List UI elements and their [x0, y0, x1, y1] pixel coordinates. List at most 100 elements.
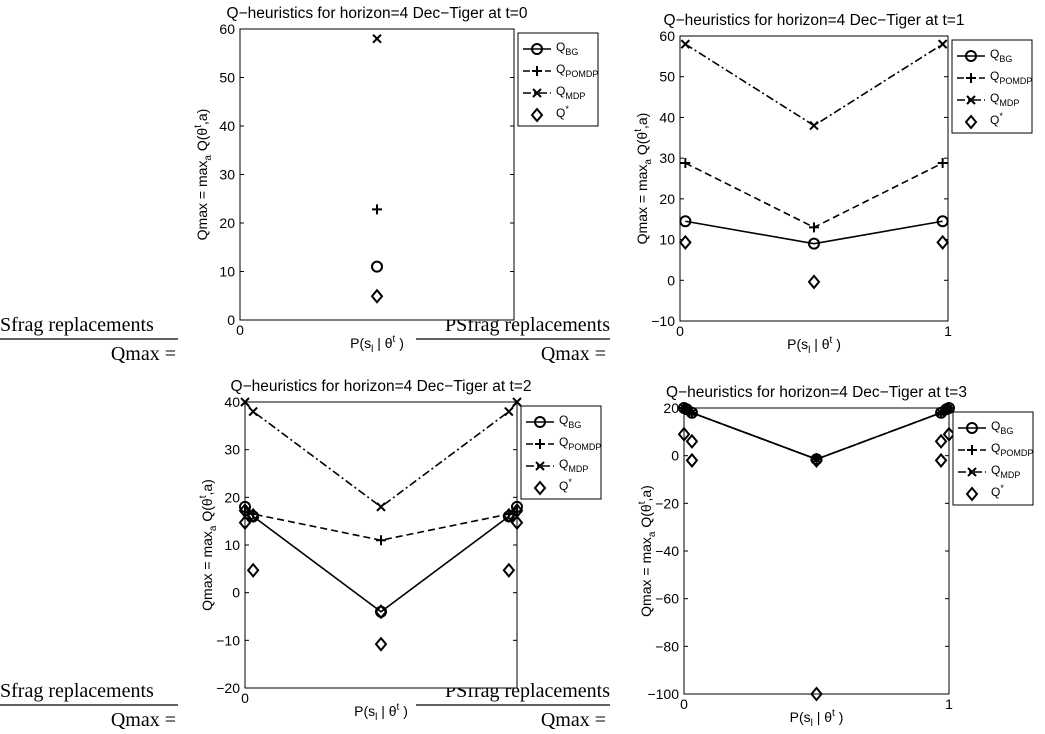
- diamond-marker: [374, 636, 388, 652]
- diamond-marker: [510, 515, 524, 531]
- x-tick-label: 0: [236, 322, 244, 338]
- series-mdp: [240, 397, 522, 512]
- series-mdp: [680, 39, 948, 131]
- x-marker: [941, 404, 952, 414]
- x-marker: [376, 502, 386, 512]
- y-tick-label: 10: [659, 232, 675, 248]
- chart-title: Q−heuristics for horizon=4 Dec−Tiger at …: [666, 384, 967, 401]
- y-tick-label: 40: [224, 394, 240, 410]
- chart-panel-2: Q−heuristics for horizon=4 Dec−Tiger at …: [198, 378, 602, 723]
- x-marker: [535, 461, 545, 471]
- y-axis-label: Qmax = maxa Q(θt,a): [633, 113, 654, 245]
- y-axis-label: Qmax = maxa Q(θt,a): [637, 485, 658, 617]
- diamond-marker: [942, 426, 956, 442]
- y-tick-label: 10: [219, 264, 235, 280]
- y-axis-label: Qmax = maxa Q(θt,a): [198, 479, 219, 611]
- x-axis-label: P(sl | θt ): [787, 335, 841, 356]
- series-star: [370, 288, 384, 304]
- x-marker: [504, 406, 514, 417]
- y-tick-label: 60: [219, 21, 235, 37]
- diamond-marker: [370, 288, 384, 304]
- diamond-marker: [685, 433, 699, 449]
- series-star: [679, 234, 949, 290]
- plus-marker: [535, 439, 545, 449]
- series-star: [238, 503, 524, 652]
- series-mdp: [372, 33, 382, 44]
- chart-title: Q−heuristics for horizon=4 Dec−Tiger at …: [227, 5, 528, 22]
- psfrag-label: Sfrag replacements: [0, 680, 154, 702]
- y-tick-label: 30: [659, 150, 675, 166]
- plus-marker: [532, 66, 542, 76]
- circle-marker: [679, 215, 692, 228]
- circle-marker: [534, 416, 546, 428]
- y-tick-label: 0: [671, 448, 679, 464]
- circle-marker: [531, 43, 543, 55]
- x-marker: [967, 467, 977, 477]
- y-tick-label: −80: [655, 638, 679, 654]
- diamond-marker: [374, 604, 388, 620]
- x-tick-label: 1: [944, 323, 952, 339]
- series-pomdp: [680, 158, 948, 233]
- diamond-marker: [238, 503, 252, 519]
- x-marker: [681, 404, 692, 414]
- x-axis-label: P(sl | θt ): [350, 334, 404, 355]
- y-tick-label: 20: [663, 400, 679, 416]
- y-tick-label: −20: [655, 495, 679, 511]
- x-marker: [680, 39, 691, 49]
- plot-frame: [239, 28, 515, 321]
- y-tick-label: 50: [219, 70, 235, 86]
- psfrag-label: Sfrag replacements: [0, 314, 154, 336]
- x-marker: [937, 39, 948, 49]
- circle-marker: [808, 237, 820, 250]
- y-tick-label: 30: [224, 442, 240, 458]
- plot-frame: [683, 407, 950, 695]
- diamond-marker: [934, 452, 948, 468]
- circle-marker: [371, 260, 383, 273]
- y-tick-label: −10: [651, 313, 675, 329]
- plus-marker: [967, 445, 977, 455]
- x-axis-label: P(sl | θt ): [790, 708, 844, 729]
- y-tick-label: 60: [659, 28, 675, 44]
- x-marker: [809, 120, 819, 131]
- y-tick-label: 30: [219, 167, 235, 183]
- chart-title: Q−heuristics for horizon=4 Dec−Tiger at …: [231, 378, 532, 395]
- x-marker: [936, 408, 946, 418]
- plus-marker: [680, 158, 691, 169]
- diamond-marker: [807, 274, 821, 290]
- diamond-marker: [530, 107, 544, 123]
- x-marker: [248, 406, 258, 417]
- x-tick-label: 0: [680, 696, 688, 712]
- chart-panel-1: Q−heuristics for horizon=4 Dec−Tiger at …: [633, 12, 1033, 356]
- diamond-marker: [510, 503, 524, 519]
- y-tick-label: 20: [219, 215, 235, 231]
- diamond-marker: [677, 426, 691, 442]
- y-tick-label: 0: [667, 272, 675, 288]
- diamond-marker: [685, 452, 699, 468]
- y-tick-label: −10: [216, 632, 240, 648]
- y-tick-label: −40: [655, 543, 679, 559]
- plus-marker: [966, 73, 976, 83]
- circle-marker: [965, 50, 977, 62]
- y-tick-label: 0: [232, 585, 240, 601]
- x-marker: [966, 95, 976, 105]
- y-tick-label: 40: [659, 109, 675, 125]
- chart-title: Q−heuristics for horizon=4 Dec−Tiger at …: [664, 12, 965, 29]
- diamond-marker: [246, 562, 260, 578]
- x-tick-label: 1: [945, 696, 953, 712]
- psfrag-qmax: Qmax =: [541, 709, 606, 731]
- diamond-marker: [246, 507, 260, 524]
- x-tick-label: 0: [241, 690, 249, 706]
- psfrag-qmax: Qmax =: [111, 709, 176, 731]
- y-tick-label: 50: [659, 69, 675, 85]
- y-tick-label: 40: [219, 118, 235, 134]
- y-tick-label: 0: [227, 312, 235, 328]
- y-tick-label: −100: [647, 686, 679, 702]
- x-marker: [679, 403, 689, 413]
- circle-marker: [936, 215, 949, 228]
- y-tick-label: 10: [224, 537, 240, 553]
- diamond-marker: [810, 452, 823, 468]
